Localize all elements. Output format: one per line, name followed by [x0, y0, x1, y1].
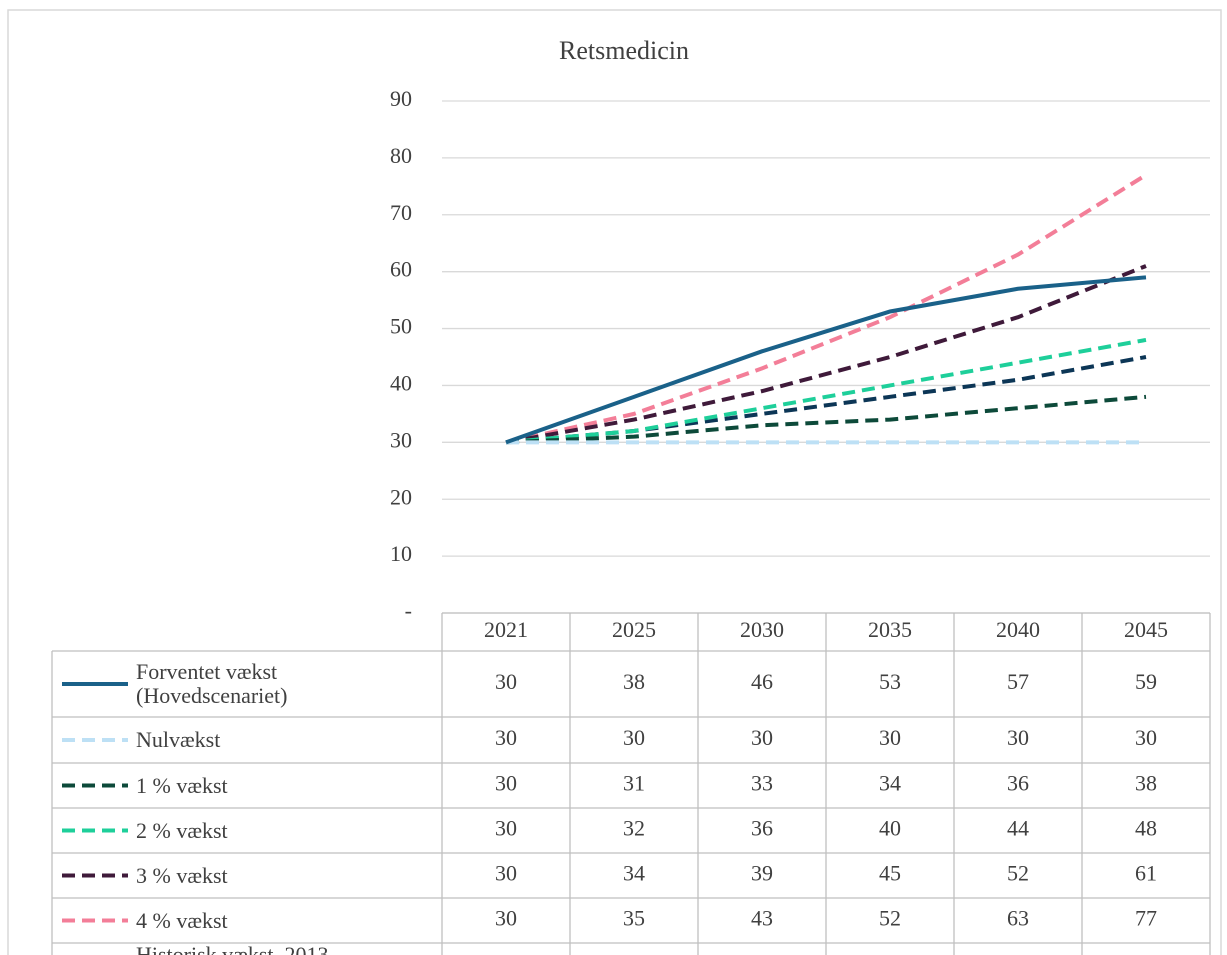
table-value: 36	[751, 816, 773, 841]
table-value: 38	[1135, 771, 1157, 796]
table-value: 38	[879, 952, 901, 955]
x-tick-label: 2045	[1124, 617, 1168, 642]
table-value: 30	[751, 725, 773, 750]
series-line	[505, 337, 1147, 445]
table-value: 32	[623, 816, 645, 841]
table-value: 30	[495, 952, 517, 955]
table-value: 32	[623, 952, 645, 955]
table-value: 30	[1007, 725, 1029, 750]
series-line	[505, 173, 1148, 445]
legend-label: Nulvækst	[136, 727, 221, 752]
table-value: 41	[1007, 952, 1029, 955]
y-tick-label: 10	[390, 541, 412, 566]
table-value: 35	[623, 906, 645, 931]
series-line	[505, 394, 1147, 445]
table-value: 46	[751, 669, 773, 694]
table-value: 45	[1135, 952, 1157, 955]
chart-title: Retsmedicin	[559, 36, 689, 65]
legend-label: 3 % vækst	[136, 862, 228, 888]
series-line	[505, 264, 1147, 445]
table-value: 61	[1135, 861, 1157, 886]
y-tick-label: 60	[390, 257, 412, 282]
y-tick-label: 80	[390, 143, 412, 168]
legend-cell: 4 % vækst	[136, 907, 228, 933]
table-value: 34	[623, 861, 645, 886]
x-tick-label: 2025	[612, 617, 656, 642]
table-value: 38	[623, 669, 645, 694]
table-value: 30	[1135, 725, 1157, 750]
series-line	[505, 355, 1147, 445]
table-value: 36	[1007, 771, 1029, 796]
y-tick-label: 50	[390, 314, 412, 339]
legend-label: 2 % vækst	[136, 817, 228, 843]
y-tick-label: 70	[390, 200, 412, 225]
table-value: 43	[751, 906, 773, 931]
table-value: 57	[1007, 669, 1029, 694]
table-value: 48	[1135, 816, 1157, 841]
y-tick-label: 90	[390, 86, 412, 111]
legend-cell: 1 % vækst	[136, 772, 228, 798]
table-value: 30	[495, 669, 517, 694]
table-value: 30	[879, 725, 901, 750]
legend-label: Historisk vækst, 2013-2019	[136, 943, 376, 955]
legend-label: 1 % vækst	[136, 772, 228, 798]
table-value: 30	[495, 906, 517, 931]
table-value: 39	[751, 861, 773, 886]
table-value: 59	[1135, 669, 1157, 694]
chart-border	[7, 9, 1222, 955]
y-tick-label: 20	[390, 484, 412, 509]
table-value: 44	[1007, 816, 1029, 841]
table-value: 30	[495, 725, 517, 750]
table-value: 33	[751, 771, 773, 796]
table-value: 77	[1135, 906, 1157, 931]
x-tick-label: 2040	[996, 617, 1040, 642]
table-value: 34	[879, 771, 901, 796]
x-tick-label: 2021	[484, 617, 528, 642]
table-value: 35	[751, 952, 773, 955]
legend-cell: Historisk vækst, 2013-2019	[136, 943, 376, 955]
table-value: 30	[623, 725, 645, 750]
table-value: 52	[1007, 861, 1029, 886]
table-value: 30	[495, 861, 517, 886]
y-tick-label: 30	[390, 427, 412, 452]
legend-cell: Forventet vækst (Hovedscenariet)	[136, 659, 288, 708]
legend-label: 4 % vækst	[136, 907, 228, 933]
legend-cell: 3 % vækst	[136, 862, 228, 888]
table-value: 30	[495, 816, 517, 841]
y-tick-label: 40	[390, 370, 412, 395]
y-tick-label: -	[405, 598, 412, 623]
legend-cell: Nulvækst	[136, 727, 221, 752]
table-value: 45	[879, 861, 901, 886]
x-tick-label: 2035	[868, 617, 912, 642]
table-value: 31	[623, 771, 645, 796]
table-value: 30	[495, 771, 517, 796]
legend-label: Forventet vækst (Hovedscenariet)	[136, 659, 288, 708]
table-value: 63	[1007, 906, 1029, 931]
table-value: 53	[879, 669, 901, 694]
table-value: 40	[879, 816, 901, 841]
series-line	[505, 275, 1147, 445]
legend-cell: 2 % vækst	[136, 817, 228, 843]
x-tick-label: 2030	[740, 617, 784, 642]
table-value: 52	[879, 906, 901, 931]
